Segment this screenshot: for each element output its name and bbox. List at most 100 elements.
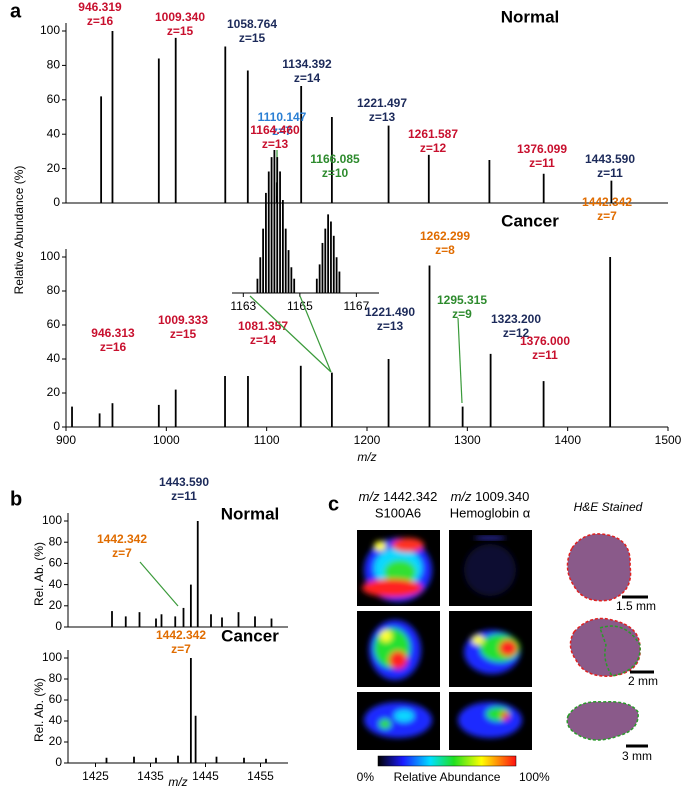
charge-label: z=11 (171, 489, 197, 503)
y-tick-label: 100 (42, 650, 62, 664)
charge-label: z=15 (167, 24, 194, 38)
y-tick-label: 20 (47, 161, 61, 175)
charge-label: z=13 (262, 137, 289, 151)
tissue-section (566, 533, 632, 602)
ms-image-signal (364, 702, 432, 738)
y-tick-label: 60 (47, 317, 61, 331)
ms-image-signal (362, 538, 432, 602)
charge-label: z=15 (239, 31, 266, 45)
y-axis-label: Rel. Ab. (%) (32, 542, 46, 606)
charge-label: z=16 (87, 14, 114, 28)
peak-label: 1081.357 (238, 319, 288, 333)
y-tick-label: 0 (55, 619, 62, 633)
chart-title: Normal (501, 7, 560, 26)
leader-line (299, 295, 332, 373)
mz-prefix: m/z (359, 489, 380, 504)
leader-line (139, 561, 179, 607)
y-tick-label: 20 (47, 385, 61, 399)
y-tick-label: 0 (53, 195, 60, 209)
peak-label: 1442.342 (97, 532, 147, 546)
peak-label: 1443.590 (585, 152, 635, 166)
tissue-section (569, 617, 641, 677)
y-tick-label: 60 (49, 692, 63, 706)
peak-label: 1164.460 (250, 123, 300, 137)
charge-label: z=14 (294, 71, 321, 85)
peak-label: 1009.340 (155, 10, 205, 24)
column-header: H&E Stained (574, 500, 643, 514)
y-tick-label: 40 (47, 351, 61, 365)
colorbar (377, 755, 517, 767)
y-tick-label: 40 (49, 577, 63, 591)
y-tick-label: 20 (49, 734, 63, 748)
mz-prefix: m/z (451, 489, 472, 504)
tissue-region (599, 625, 641, 677)
peak-label: 946.313 (91, 326, 135, 340)
mz-value: 1009.340 (475, 489, 529, 504)
peak-label: 1295.315 (437, 293, 487, 307)
chart-title: Cancer (221, 626, 279, 645)
y-tick-label: 20 (49, 598, 63, 612)
peak-label: 1261.587 (408, 127, 458, 141)
charge-label: z=7 (171, 642, 191, 656)
charge-label: z=7 (597, 209, 617, 223)
colorbar-label: Relative Abundance (394, 770, 501, 784)
x-tick-label: 1100 (254, 433, 280, 447)
charge-label: z=12 (503, 326, 530, 340)
y-tick-label: 80 (47, 283, 61, 297)
y-tick-label: 80 (49, 671, 63, 685)
chart-title: Normal (221, 504, 280, 523)
peak-label: 1009.333 (158, 313, 208, 327)
panel-c: c m/z 1442.342 S100A6 m/z 1009.340 Hemog… (328, 489, 658, 784)
mz-value: 1442.342 (383, 489, 437, 504)
y-tick-label: 100 (42, 513, 62, 527)
column-header: m/z 1442.342 (359, 489, 438, 504)
charge-label: z=11 (597, 166, 623, 180)
charge-label: z=7 (112, 546, 132, 560)
peak-label: 1262.299 (420, 229, 470, 243)
x-axis-label: m/z (168, 775, 187, 789)
y-tick-label: 80 (47, 58, 61, 72)
scale-bar-label: 3 mm (622, 749, 652, 763)
peak-label: 1323.200 (491, 312, 541, 326)
x-axis-label: m/z (357, 450, 376, 464)
x-tick-label: 1455 (247, 769, 274, 783)
y-tick-label: 60 (47, 92, 61, 106)
x-tick-label: 1000 (153, 433, 180, 447)
ms-image-signal (464, 536, 516, 596)
charge-label: z=12 (420, 141, 447, 155)
charge-label: z=10 (322, 166, 349, 180)
x-tick-label: 1167 (343, 299, 369, 313)
y-axis-label: Rel. Ab. (%) (32, 678, 46, 742)
x-tick-label: 1163 (230, 299, 256, 313)
charge-label: z=11 (529, 156, 555, 170)
ms-image-signal (464, 630, 520, 674)
y-tick-label: 100 (40, 249, 60, 263)
peak-label: 1221.490 (365, 305, 415, 319)
peak-label: 1443.590 (159, 475, 209, 489)
peak-label: 1442.342 (156, 628, 206, 642)
charge-label: z=9 (452, 307, 472, 321)
x-tick-label: 1425 (82, 769, 109, 783)
leader-line (249, 295, 332, 373)
peak-label: 1221.497 (357, 96, 407, 110)
peak-label: 1110.147 (258, 110, 307, 124)
tissue-section (566, 700, 639, 741)
x-tick-label: 1500 (655, 433, 682, 447)
panel-label: c (328, 493, 339, 515)
protein-name: S100A6 (375, 505, 421, 520)
leader-line (457, 317, 463, 404)
charge-label: z=7 (272, 124, 292, 138)
charge-label: z=15 (170, 327, 197, 341)
ms-image-signal (458, 702, 522, 738)
peak-label: 946.319 (78, 0, 122, 14)
y-tick-label: 80 (49, 534, 63, 548)
x-tick-label: 1445 (192, 769, 219, 783)
peak-label: 1376.099 (517, 142, 567, 156)
x-tick-label: 1165 (287, 299, 313, 313)
scale-bar-label: 1.5 mm (616, 599, 656, 613)
y-tick-label: 40 (49, 713, 63, 727)
y-axis-label: Relative Abundance (%) (12, 166, 26, 295)
colorbar-max: 100% (519, 770, 550, 784)
charge-label: z=14 (250, 333, 277, 347)
